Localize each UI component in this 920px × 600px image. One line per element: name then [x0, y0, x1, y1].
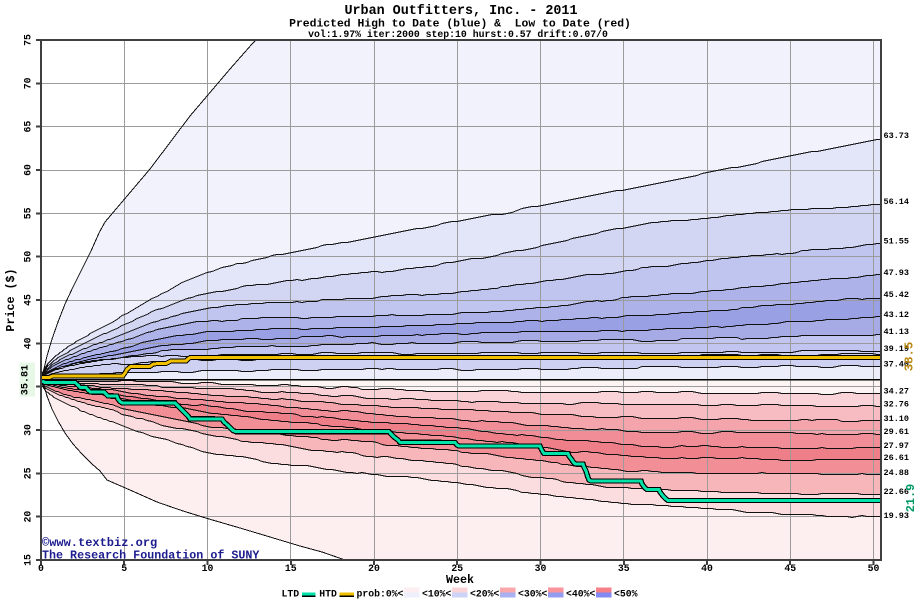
svg-text:<50%: <50% [614, 589, 638, 600]
svg-text:45: 45 [784, 563, 796, 574]
svg-text:70: 70 [23, 77, 34, 89]
svg-text:LTD: LTD [282, 589, 300, 600]
svg-text:<20%<: <20%< [470, 589, 500, 600]
svg-text:0: 0 [38, 563, 44, 574]
svg-text:63.73: 63.73 [884, 131, 910, 141]
svg-text:Price ($): Price ($) [4, 268, 18, 331]
svg-text:HTD: HTD [319, 589, 337, 600]
svg-text:43.12: 43.12 [884, 310, 910, 320]
svg-text:24.88: 24.88 [884, 468, 910, 478]
svg-text:vol:1.97% iter:2000 step:10 hu: vol:1.97% iter:2000 step:10 hurst:0.57 d… [308, 29, 608, 40]
svg-text:5: 5 [121, 563, 127, 574]
svg-text:47.93: 47.93 [884, 268, 910, 278]
svg-text:51.55: 51.55 [884, 237, 910, 247]
svg-text:Week: Week [446, 573, 474, 587]
svg-text:38.5: 38.5 [903, 342, 917, 372]
svg-text:30: 30 [23, 424, 34, 436]
svg-text:Predicted High to Date (blue): Predicted High to Date (blue) & Low to D… [289, 19, 631, 31]
svg-text:60: 60 [23, 164, 34, 176]
svg-text:22.66: 22.66 [884, 487, 910, 497]
svg-text:32.76: 32.76 [884, 400, 910, 410]
svg-text:<10%<: <10%< [422, 589, 452, 600]
svg-text:©www.textbiz.org: ©www.textbiz.org [42, 536, 157, 550]
svg-text:50: 50 [868, 563, 880, 574]
svg-text:The Research Foundation of SUN: The Research Foundation of SUNY [42, 549, 259, 563]
svg-text:Urban Outfitters, Inc. - 2011: Urban Outfitters, Inc. - 2011 [344, 4, 577, 19]
svg-text:15: 15 [285, 563, 297, 574]
svg-text:56.14: 56.14 [884, 197, 910, 207]
svg-text:35.81: 35.81 [21, 365, 32, 396]
svg-text:21.9: 21.9 [904, 484, 918, 513]
svg-text:25: 25 [451, 563, 463, 574]
svg-text:20: 20 [368, 563, 380, 574]
svg-text:<30%<: <30%< [518, 589, 548, 600]
svg-text:27.97: 27.97 [884, 441, 910, 451]
svg-text:25: 25 [23, 467, 34, 479]
svg-text:40: 40 [701, 563, 713, 574]
svg-text:10: 10 [202, 563, 214, 574]
svg-text:19.93: 19.93 [884, 511, 910, 521]
svg-text:55: 55 [23, 207, 34, 219]
svg-text:34.27: 34.27 [884, 386, 910, 396]
svg-text:26.61: 26.61 [884, 453, 910, 463]
svg-text:<40%<: <40%< [566, 589, 596, 600]
svg-text:29.61: 29.61 [884, 427, 910, 437]
svg-text:31.10: 31.10 [884, 414, 910, 424]
svg-text:37.40: 37.40 [884, 359, 910, 369]
svg-text:41.13: 41.13 [884, 327, 910, 337]
svg-text:30: 30 [535, 563, 547, 574]
svg-text:45: 45 [23, 294, 34, 306]
svg-text:50: 50 [23, 251, 34, 263]
svg-text:prob:0%<: prob:0%< [357, 589, 404, 600]
svg-text:15: 15 [23, 554, 34, 566]
svg-text:39.19: 39.19 [884, 344, 910, 354]
svg-text:40: 40 [23, 337, 34, 349]
svg-text:45.42: 45.42 [884, 290, 910, 300]
svg-text:20: 20 [23, 511, 34, 523]
svg-text:65: 65 [23, 121, 34, 133]
svg-text:75: 75 [23, 34, 34, 46]
svg-text:35: 35 [618, 563, 630, 574]
